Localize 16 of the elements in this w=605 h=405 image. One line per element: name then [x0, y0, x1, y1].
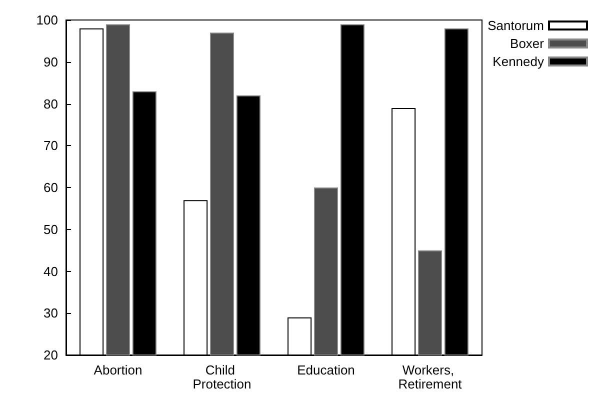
- y-tick-label: 60: [44, 180, 58, 195]
- y-tick-label: 70: [44, 138, 58, 154]
- legend-label: Boxer: [510, 36, 545, 51]
- x-tick-label: Education: [297, 362, 355, 378]
- y-tick-label: 90: [44, 54, 58, 70]
- x-tick-label: Child Protection: [192, 362, 252, 392]
- x-tick-label: Workers, Retirement: [398, 362, 462, 392]
- legend-label: Santorum: [488, 18, 544, 33]
- y-tick-label: 30: [44, 306, 58, 321]
- x-tick-label: Abortion: [94, 362, 142, 378]
- legend-label: Kennedy: [492, 54, 544, 69]
- y-tick-label: 40: [44, 264, 58, 279]
- y-tick-label: 50: [44, 222, 58, 237]
- y-tick-label: 100: [36, 12, 58, 28]
- y-tick-label: 20: [44, 348, 58, 362]
- y-tick-label: 80: [44, 96, 58, 112]
